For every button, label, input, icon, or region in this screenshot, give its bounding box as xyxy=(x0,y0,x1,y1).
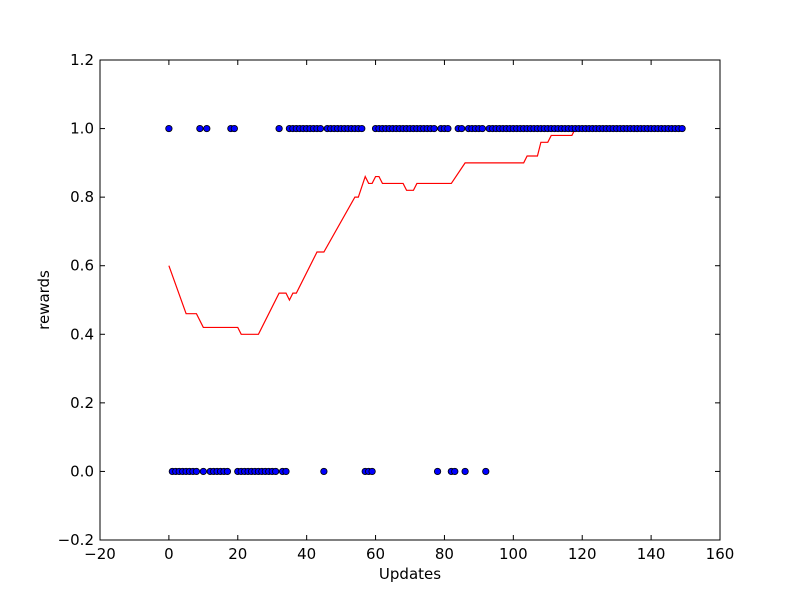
x-tick-label: 160 xyxy=(706,545,735,563)
x-tick-label: 100 xyxy=(499,545,528,563)
data-point xyxy=(192,467,201,476)
data-point xyxy=(272,467,280,476)
x-axis-label: Updates xyxy=(379,565,441,583)
data-point xyxy=(223,467,232,476)
data-point xyxy=(196,124,204,133)
x-tick-label: 0 xyxy=(164,545,174,563)
y-tick-label: 1.0 xyxy=(70,120,94,138)
x-tick-label: 140 xyxy=(637,545,666,563)
data-point xyxy=(461,467,469,476)
x-tick-label: 20 xyxy=(228,545,247,563)
y-tick-label: 0.0 xyxy=(70,462,94,480)
data-point xyxy=(368,467,376,476)
plot-area xyxy=(99,59,721,541)
y-tick-label: −0.2 xyxy=(58,531,94,549)
x-tick-label: −20 xyxy=(84,545,116,563)
data-point xyxy=(320,467,328,476)
x-tick-label: 80 xyxy=(435,545,454,563)
data-point xyxy=(358,124,366,133)
data-point xyxy=(433,467,442,476)
data-point xyxy=(678,124,686,133)
x-tick-label: 60 xyxy=(366,545,385,563)
data-point xyxy=(203,124,211,133)
data-point xyxy=(451,467,459,476)
data-point xyxy=(230,124,238,133)
y-tick-label: 0.2 xyxy=(70,394,94,412)
y-tick-label: 0.8 xyxy=(70,188,94,206)
data-point xyxy=(275,124,283,133)
data-point xyxy=(430,124,438,133)
rolling-average-line xyxy=(168,127,683,335)
data-point xyxy=(444,124,452,133)
x-tick-label: 120 xyxy=(568,545,597,563)
reward-points xyxy=(165,124,686,476)
data-point xyxy=(165,124,173,133)
data-point xyxy=(282,467,290,476)
x-tick-label: 40 xyxy=(297,545,316,563)
y-tick-label: 1.2 xyxy=(70,51,94,69)
data-point xyxy=(199,467,207,476)
data-point xyxy=(482,467,490,476)
y-tick-label: 0.4 xyxy=(70,325,94,343)
data-point xyxy=(478,124,486,133)
series-line xyxy=(168,127,683,335)
data-point xyxy=(316,124,325,133)
axis-ticks: −20 0 20 40 60 80 100 120 140 160 −0.2 0.0 0.2 0.4 0.6… xyxy=(58,51,735,563)
y-tick-label: 0.6 xyxy=(70,257,94,275)
data-point xyxy=(458,124,466,133)
y-axis-label: rewards xyxy=(35,270,53,330)
